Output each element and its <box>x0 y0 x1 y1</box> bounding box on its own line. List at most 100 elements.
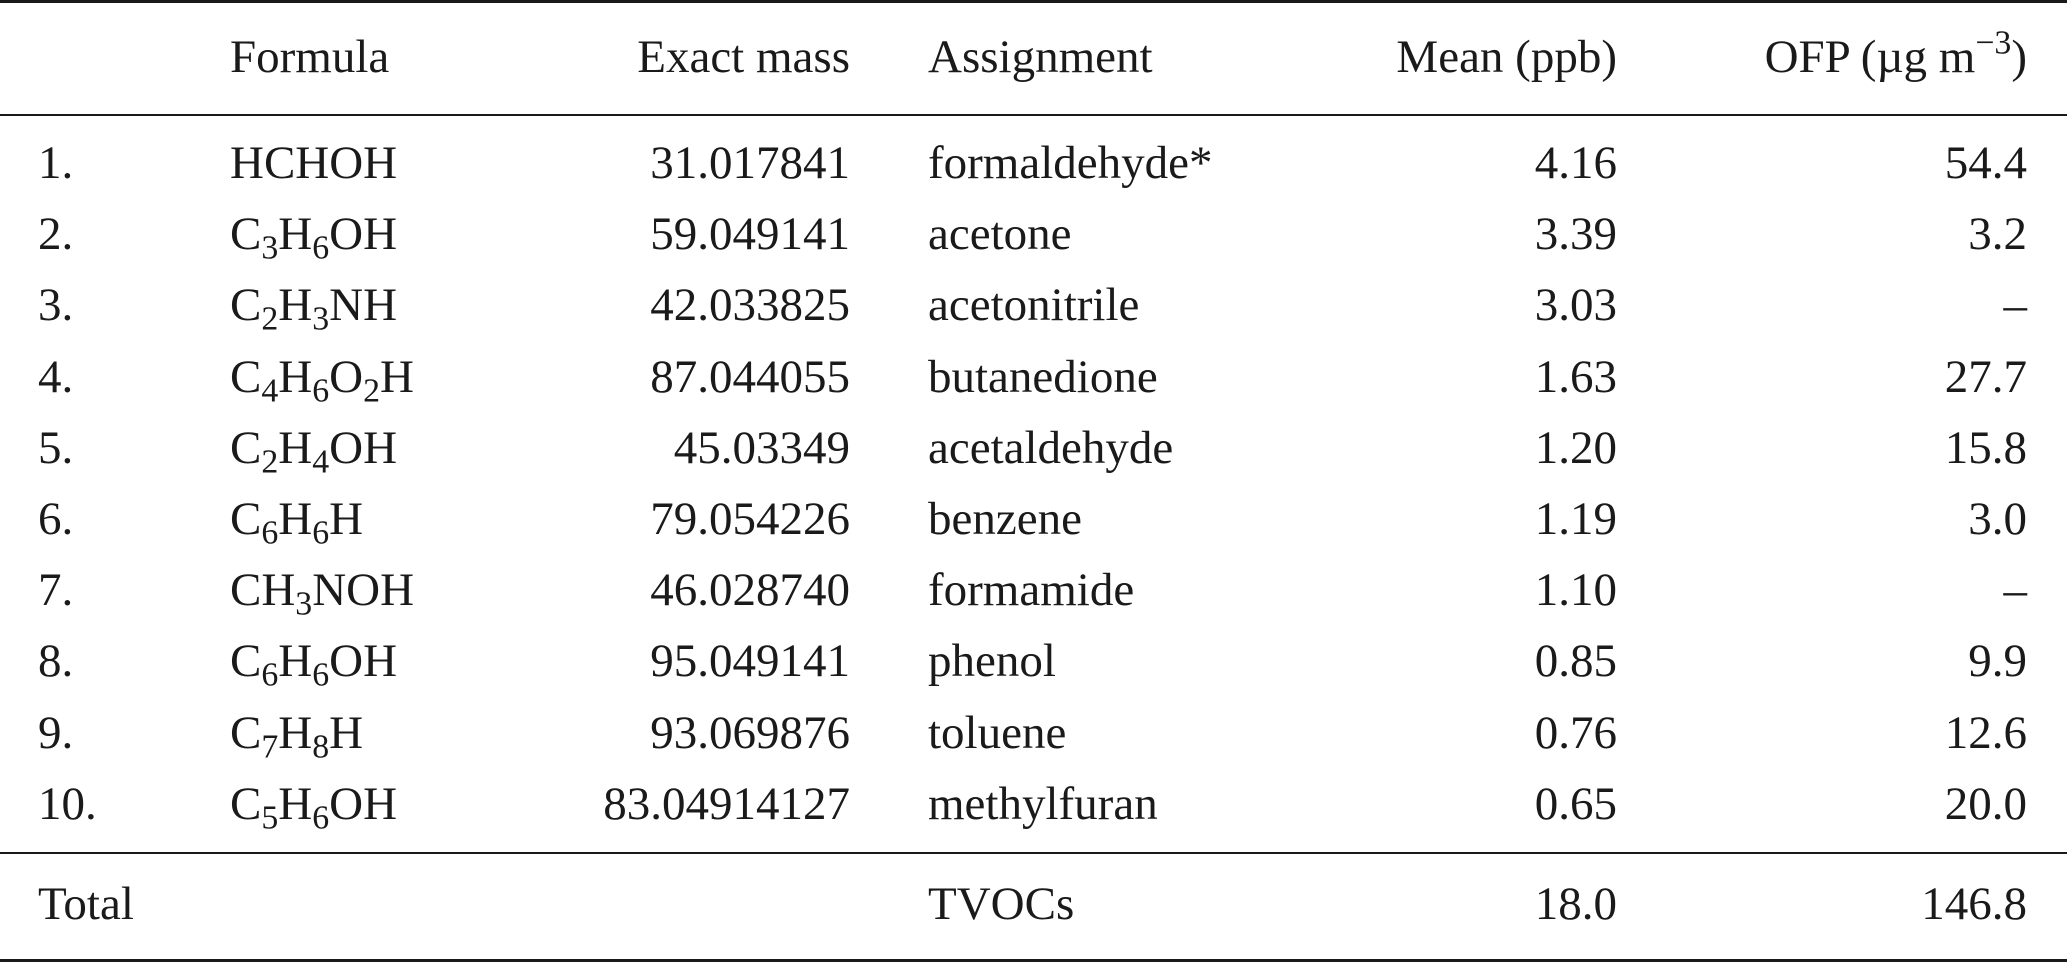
table-row: 1. HCHOH 31.017841 formaldehyde* 4.16 54.4 <box>0 128 2067 199</box>
row-assignment: formamide <box>928 564 1135 617</box>
bottom-rule <box>0 959 2067 962</box>
row-exact-mass: 45.03349 <box>673 421 850 474</box>
row-formula: C7H8H <box>230 698 363 769</box>
header-mean: Mean (ppb) <box>1396 31 1617 83</box>
row-formula: C4H6O2H <box>230 342 414 413</box>
formula-subscript: 5 <box>261 799 279 837</box>
formula-text: H <box>278 706 313 759</box>
row-ofp: 3.0 <box>1968 493 2027 545</box>
header-ofp-suffix: ) <box>2011 31 2027 83</box>
row-ofp: 12.6 <box>1944 706 2027 759</box>
formula-subscript: 6 <box>261 514 279 552</box>
formula-subscript: 2 <box>261 443 279 481</box>
row-mean: 0.76 <box>1534 706 1617 759</box>
row-formula: CH3NOH <box>230 555 414 626</box>
table-row: 10. C5H6OH 83.04914127 methylfuran 0.65 20.0 <box>0 769 2067 840</box>
total-row: Total TVOCs 18.0 146.8 <box>0 869 2067 940</box>
row-index: 2. <box>38 208 74 261</box>
formula-text: CH <box>230 564 296 617</box>
row-index: 10. <box>38 777 97 830</box>
row-exact-mass: 93.069876 <box>650 706 850 759</box>
row-index: 3. <box>38 279 74 332</box>
row-formula: HCHOH <box>230 128 397 199</box>
row-ofp: 54.4 <box>1944 137 2027 189</box>
row-formula: C6H6H <box>230 484 363 555</box>
row-mean: 0.85 <box>1534 635 1617 688</box>
row-index: 1. <box>38 137 74 189</box>
formula-text: H <box>278 350 313 403</box>
table-row: 4. C4H6O2H 87.044055 butanedione 1.63 27.7 <box>0 342 2067 413</box>
formula-subscript: 6 <box>312 514 330 552</box>
formula-text: H <box>278 208 313 261</box>
formula-text: C <box>230 706 262 759</box>
formula-subscript: 4 <box>312 443 330 481</box>
formula-text: H <box>278 279 313 332</box>
row-assignment: methylfuran <box>928 777 1158 830</box>
formula-text: C <box>230 279 262 332</box>
header-ofp-exponent: −3 <box>1975 24 2012 62</box>
formula-subscript: 6 <box>312 229 330 267</box>
formula-subscript: 7 <box>261 728 279 766</box>
header-ofp: OFP (µg m−3) <box>1765 22 2027 93</box>
row-ofp: 20.0 <box>1944 777 2027 830</box>
row-formula: C6H6OH <box>230 626 397 697</box>
total-mean: 18.0 <box>1534 878 1617 930</box>
row-exact-mass: 59.049141 <box>650 208 850 261</box>
formula-subscript: 3 <box>295 585 313 623</box>
row-mean: 3.03 <box>1534 279 1617 332</box>
table-row: 7. CH3NOH 46.028740 formamide 1.10 – <box>0 555 2067 626</box>
top-rule <box>0 0 2067 3</box>
formula-subscript: 6 <box>312 656 330 694</box>
table-row: 6. C6H6H 79.054226 benzene 1.19 3.0 <box>0 484 2067 555</box>
row-ofp: 9.9 <box>1968 635 2027 688</box>
row-ofp: 15.8 <box>1944 421 2027 474</box>
row-ofp: – <box>2003 279 2028 332</box>
row-mean: 1.19 <box>1534 493 1617 545</box>
row-mean: 4.16 <box>1534 137 1617 189</box>
total-rule <box>0 852 2067 854</box>
formula-subscript: 8 <box>312 728 330 766</box>
header-rule <box>0 114 2067 116</box>
row-mean: 0.65 <box>1534 777 1617 830</box>
row-index: 5. <box>38 421 74 474</box>
row-mean: 3.39 <box>1534 208 1617 261</box>
row-formula: C2H3NH <box>230 270 397 341</box>
formula-text: HCHOH <box>230 137 398 189</box>
formula-subscript: 3 <box>312 300 330 338</box>
formula-text: H <box>278 635 313 688</box>
total-ofp: 146.8 <box>1921 878 2027 930</box>
row-mean: 1.10 <box>1534 564 1617 617</box>
row-assignment: acetaldehyde <box>928 421 1174 474</box>
row-mean: 1.20 <box>1534 421 1617 474</box>
row-assignment: formaldehyde* <box>928 137 1213 189</box>
row-index: 8. <box>38 635 74 688</box>
row-assignment: phenol <box>928 635 1056 688</box>
formula-text: H <box>278 777 313 830</box>
formula-text: C <box>230 208 262 261</box>
formula-subscript: 6 <box>312 372 330 410</box>
row-ofp: 27.7 <box>1944 350 2027 403</box>
formula-subscript: 6 <box>312 799 330 837</box>
header-assignment: Assignment <box>928 31 1153 83</box>
header-row: Formula Exact mass Assignment Mean (ppb)… <box>0 22 2067 93</box>
formula-text: NH <box>329 279 398 332</box>
row-exact-mass: 79.054226 <box>650 493 850 545</box>
total-label: Total <box>38 878 134 930</box>
formula-subscript: 3 <box>261 229 279 267</box>
row-index: 7. <box>38 564 74 617</box>
row-assignment: butanedione <box>928 350 1158 403</box>
formula-text: NOH <box>312 564 415 617</box>
header-formula: Formula <box>230 31 390 83</box>
row-assignment: acetonitrile <box>928 279 1140 332</box>
formula-text: C <box>230 493 262 545</box>
formula-text: O <box>329 350 364 403</box>
row-exact-mass: 46.028740 <box>650 564 850 617</box>
table-row: 8. C6H6OH 95.049141 phenol 0.85 9.9 <box>0 626 2067 697</box>
formula-text: H <box>380 350 414 403</box>
formula-text: OH <box>329 777 398 830</box>
row-formula: C2H4OH <box>230 413 397 484</box>
formula-text: C <box>230 635 262 688</box>
formula-text: H <box>329 706 364 759</box>
formula-text: OH <box>329 208 398 261</box>
